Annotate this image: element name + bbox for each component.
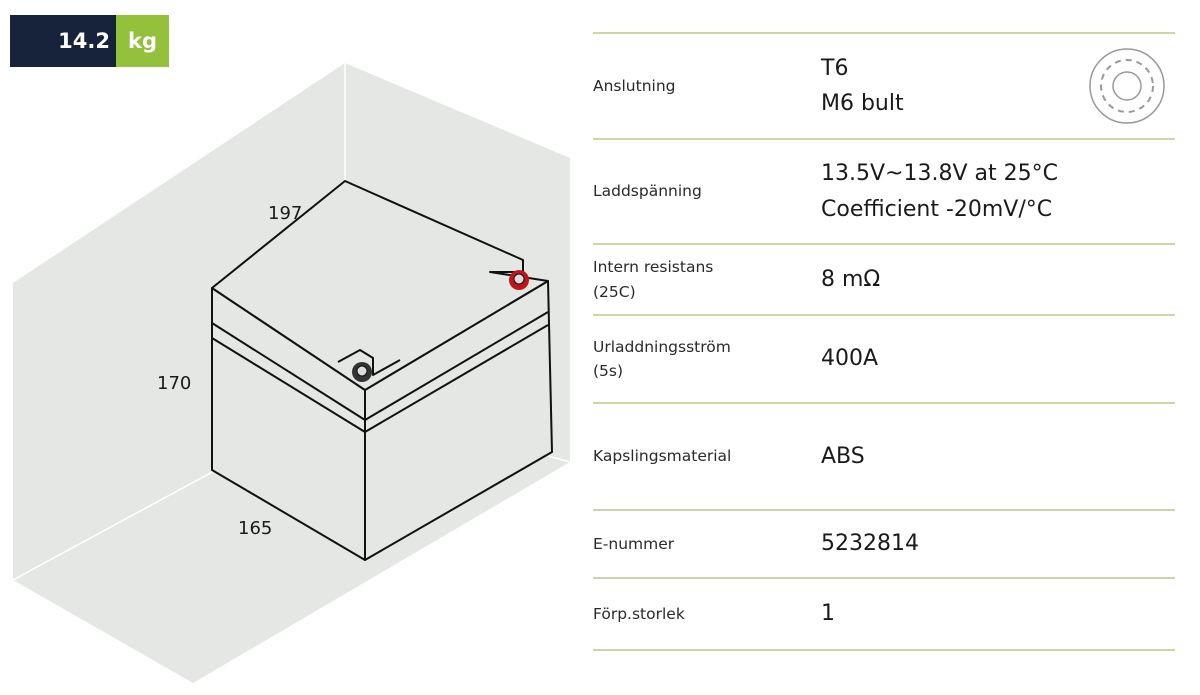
spec-row-e-number: E-nummer 5232814 — [593, 509, 1175, 577]
spec-value: 400A — [821, 346, 879, 372]
dimension-width: 165 — [238, 518, 273, 539]
spec-row-package-size: Förp.storlek 1 — [593, 577, 1175, 651]
spec-value: T6 M6 bult — [821, 55, 904, 116]
dimension-length: 197 — [268, 203, 303, 224]
spec-row-connection: Anslutning T6 M6 bult — [593, 32, 1175, 138]
spec-row-charge-voltage: Laddspänning 13.5V~13.8V at 25°C Coeffici… — [593, 138, 1175, 243]
spec-label: Kapslingsmaterial — [593, 447, 732, 466]
spec-label: Urladdningsström (5s) — [593, 337, 731, 380]
dimension-height: 170 — [157, 373, 192, 394]
weight-badge: 14.2 kg — [10, 15, 169, 67]
spec-label: Förp.storlek — [593, 604, 685, 623]
spec-row-discharge-current: Urladdningsström (5s) 400A — [593, 314, 1175, 402]
spec-label: E-nummer — [593, 534, 675, 553]
spec-row-internal-resistance: Intern resistans (25C) 8 mΩ — [593, 243, 1175, 314]
spec-label: Anslutning — [593, 76, 676, 95]
spec-value: 13.5V~13.8V at 25°C Coefficient -20mV/°C — [821, 161, 1058, 222]
spec-table: Anslutning T6 M6 bult Laddspänning 13.5V~… — [593, 32, 1175, 651]
spec-row-casing-material: Kapslingsmaterial ABS — [593, 402, 1175, 509]
spec-value: 5232814 — [821, 531, 919, 557]
spec-label: Laddspänning — [593, 182, 702, 201]
negative-terminal-icon — [352, 362, 372, 382]
spec-value: ABS — [821, 443, 865, 469]
positive-terminal-icon — [509, 270, 529, 290]
weight-unit: kg — [116, 15, 169, 67]
battery-outline — [211, 180, 553, 561]
terminal-bolt-icon — [1089, 48, 1165, 124]
spec-value: 8 mΩ — [821, 266, 881, 292]
weight-value: 14.2 — [10, 15, 116, 67]
spec-label: Intern resistans (25C) — [593, 258, 714, 301]
battery-drawing — [12, 63, 571, 683]
spec-value: 1 — [821, 601, 835, 627]
